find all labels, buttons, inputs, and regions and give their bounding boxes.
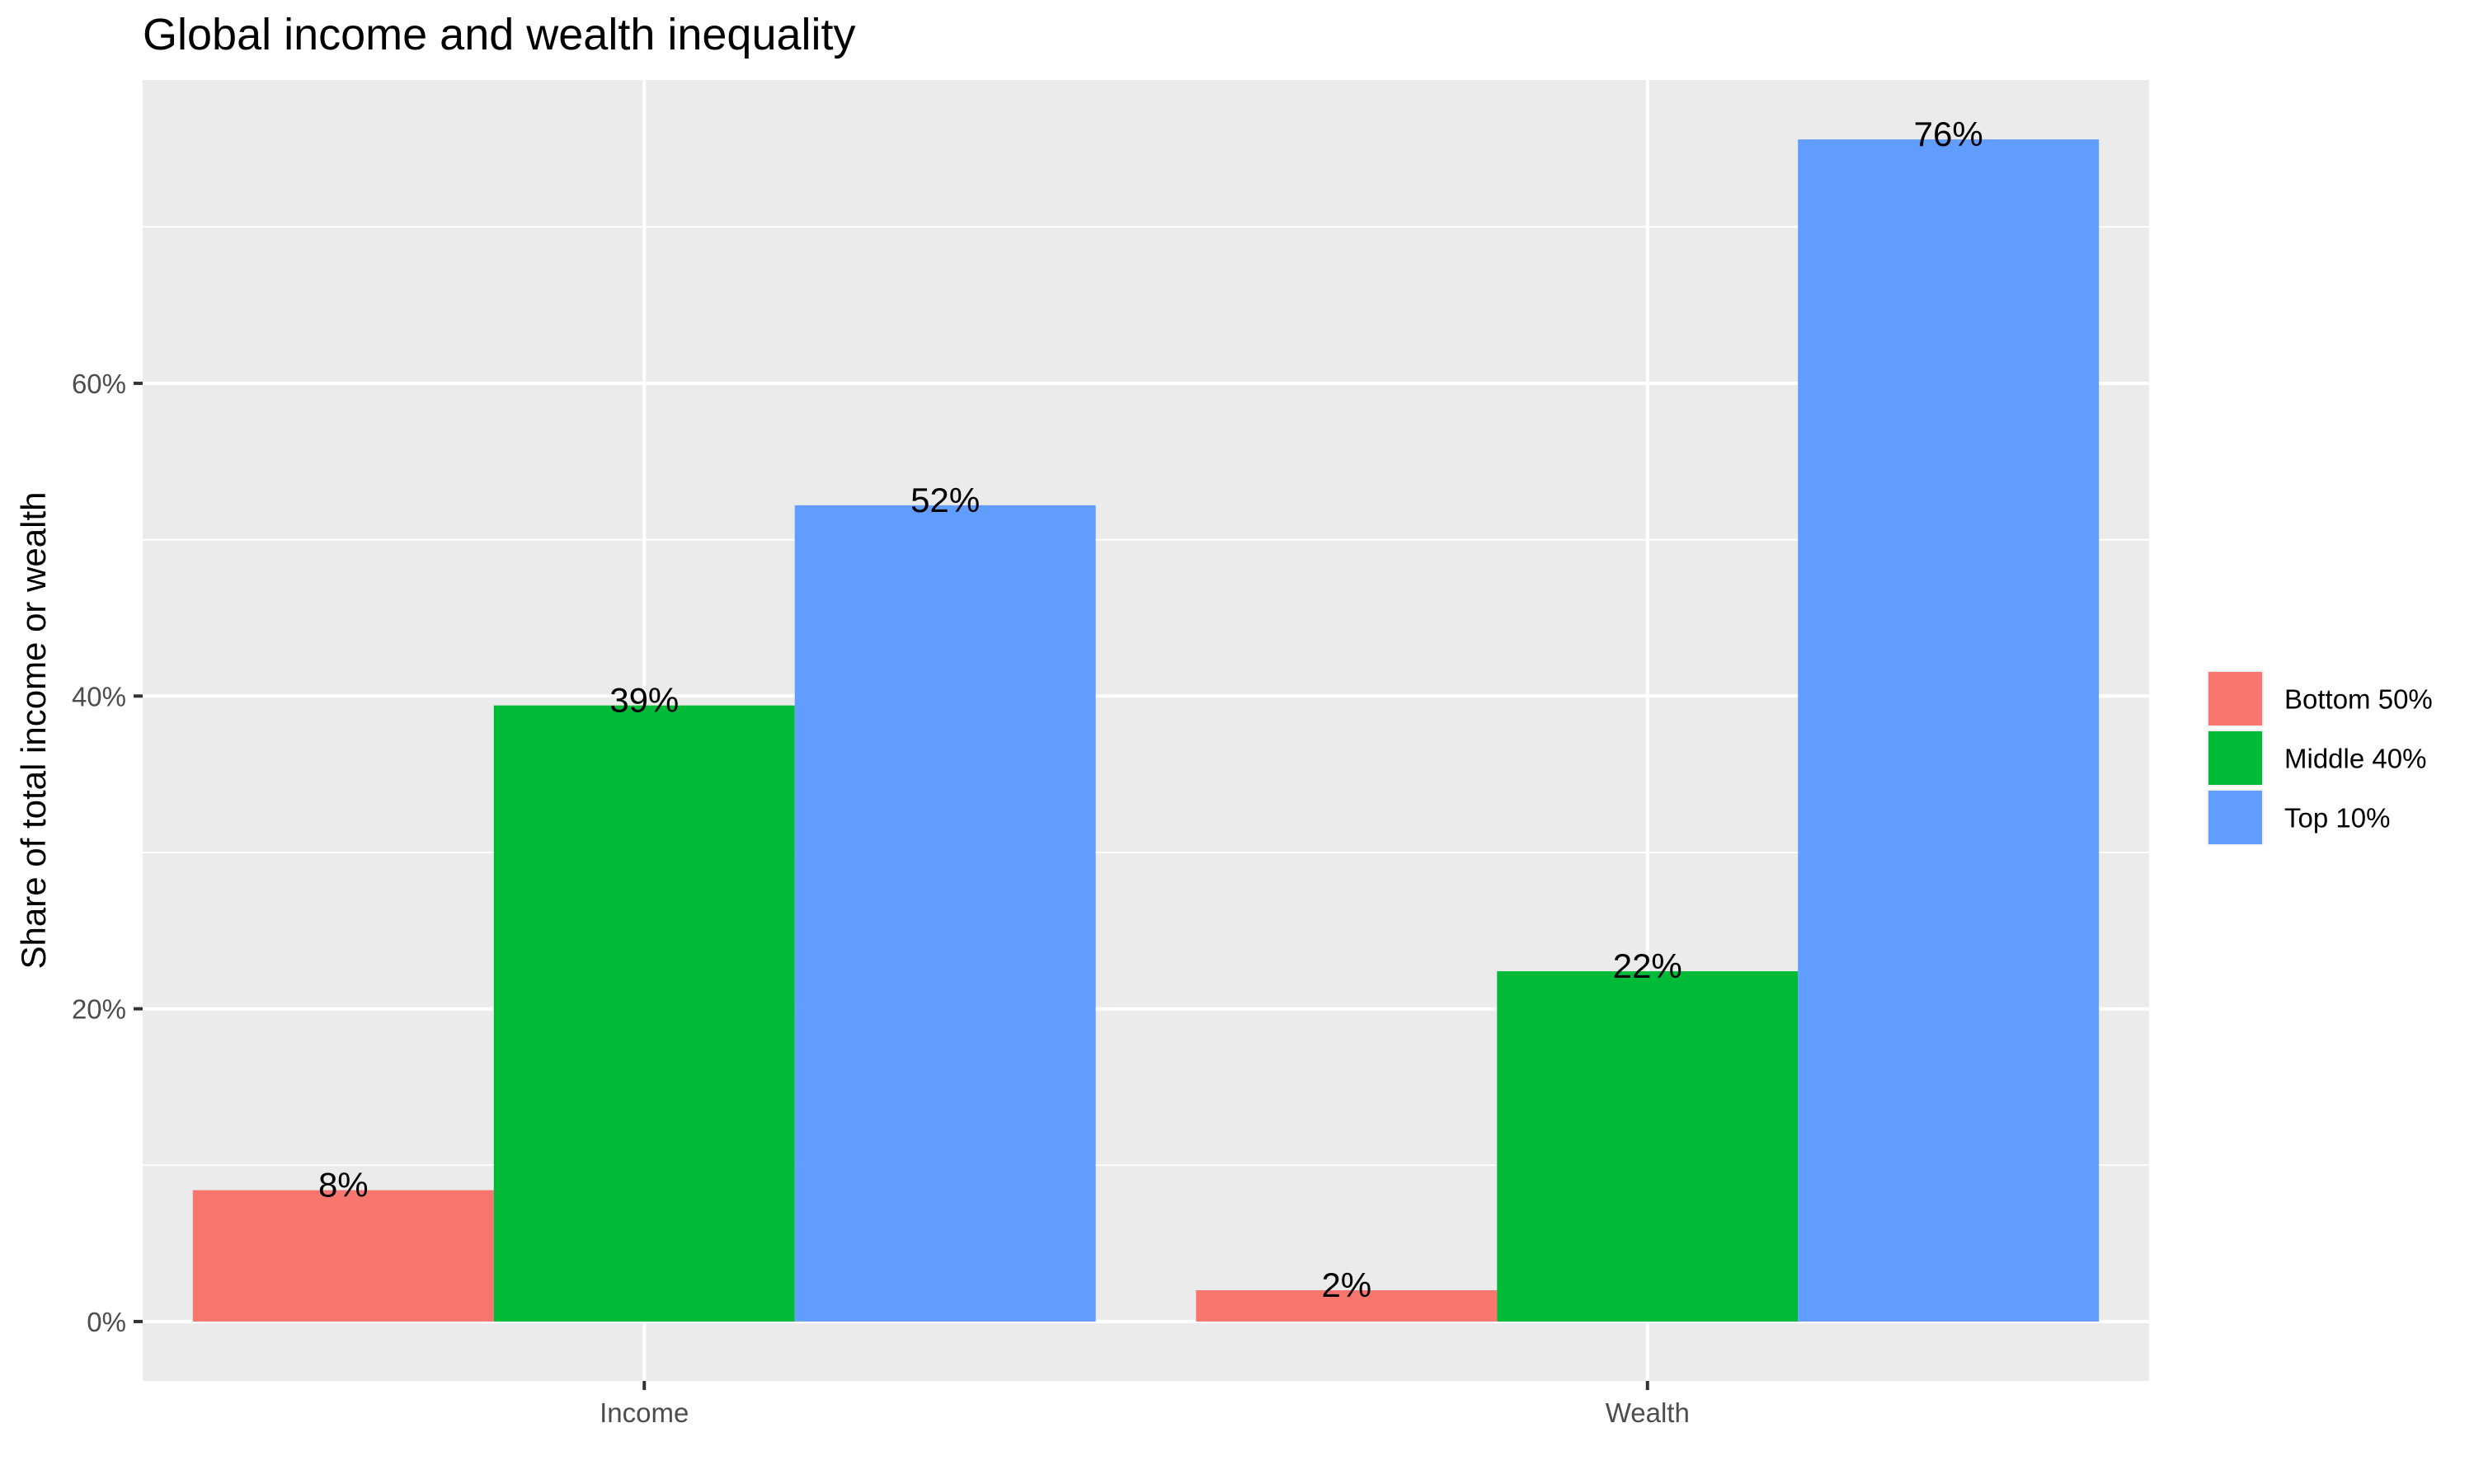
legend-label: Bottom 50% [2284,684,2433,715]
bar [494,706,795,1322]
data-label: 76% [1914,115,1983,153]
legend: Bottom 50% Middle 40% Top 10% [2207,670,2433,846]
y-tick-label: 40% [72,681,126,711]
legend-label: Middle 40% [2284,744,2426,774]
y-axis: 0% 20% 40% 60% [72,369,143,1337]
y-tick-label: 20% [72,994,126,1025]
y-axis-title: Share of total income or wealth [14,492,53,970]
legend-swatch [2208,791,2262,844]
legend-swatch [2208,672,2262,726]
legend-swatch [2208,731,2262,785]
bar [193,1190,494,1322]
y-tick-label: 60% [72,369,126,399]
data-label: 39% [609,681,679,720]
data-label: 8% [318,1166,369,1205]
data-label: 52% [910,481,980,519]
legend-label: Top 10% [2284,803,2390,834]
bar [1497,971,1798,1322]
x-tick-label: Wealth [1606,1397,1690,1428]
y-tick-label: 0% [87,1307,126,1337]
chart-title: Global income and wealth inequality [143,10,856,59]
bar [795,505,1096,1322]
data-label: 2% [1321,1266,1371,1304]
x-tick-label: Income [600,1397,689,1428]
data-label: 22% [1613,946,1682,985]
bar [1798,139,2099,1322]
x-axis: Income Wealth [600,1381,1690,1428]
